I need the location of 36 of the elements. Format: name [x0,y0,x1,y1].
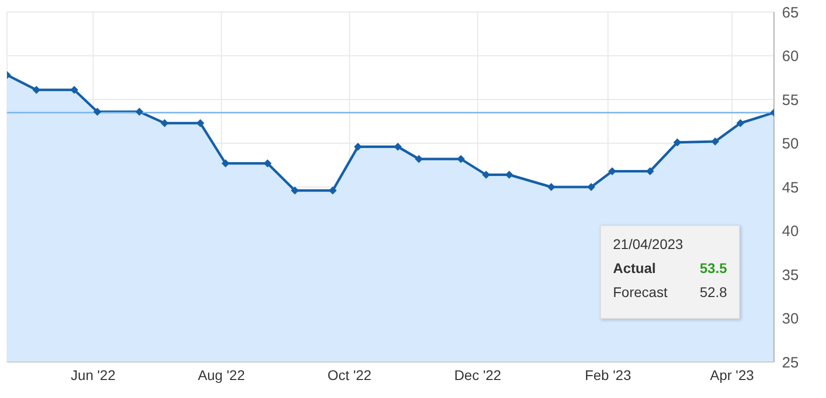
x-tick-label: Feb '23 [584,366,632,383]
y-tick-label: 40 [782,223,799,240]
point [32,86,40,94]
point [646,167,654,176]
point [673,138,682,146]
x-tick-label: Apr '23 [710,366,754,383]
annotation: 53.5 [700,260,727,276]
point [135,108,144,116]
point [587,183,596,191]
point [547,183,556,191]
x-tick-label: Dec '22 [454,366,502,383]
y-tick-label: 35 [782,266,799,284]
point [196,119,204,128]
x-tick-label: Aug '22 [198,366,246,383]
y-tick-label: 25 [782,354,799,372]
annotation: 52.8 [700,284,727,300]
x-tick-label: Jun '22 [70,366,116,383]
point [264,159,272,168]
y-tick-label: 60 [782,48,799,66]
point [736,119,744,128]
y-tick-label: 30 [782,310,799,328]
point [328,186,337,194]
point [93,108,102,116]
annotation: Actual [613,260,656,276]
y-tick-label: 65 [782,4,799,22]
point [711,138,720,146]
annotation: Forecast [613,284,668,300]
y-tick-label: 50 [782,136,799,153]
point [70,86,78,94]
point [414,155,423,163]
y-tick-label: 45 [782,179,799,196]
annotation: 21/04/2023 [613,236,684,252]
point [290,186,299,194]
point [354,142,362,151]
x-tick-label: Oct '22 [328,366,372,383]
y-tick-label: 55 [782,92,799,109]
